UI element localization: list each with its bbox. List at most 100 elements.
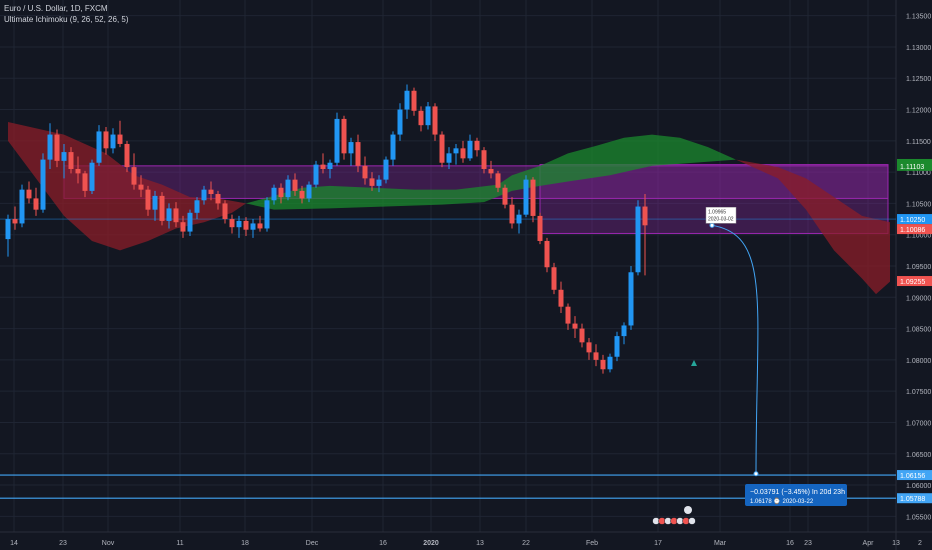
candle-body [425, 106, 431, 126]
economic-event-marker-top [684, 506, 692, 514]
y-tick-label: 1.11500 [906, 139, 931, 146]
y-tick-label: 1.13000 [906, 45, 931, 52]
candle-body [187, 212, 193, 232]
candle-body [215, 194, 221, 204]
y-tick-label: 1.06000 [906, 483, 931, 490]
ichimoku-cloud-bearish [8, 122, 246, 251]
candle-body [278, 187, 284, 198]
symbol-title: Euro / U.S. Dollar, 1D, FXCM [4, 4, 108, 13]
y-tick-label: 1.09000 [906, 295, 931, 302]
candle-body [600, 359, 606, 370]
candle-body [383, 159, 389, 180]
candle-body [565, 306, 571, 324]
price-tag-label: 1.05788 [900, 496, 925, 503]
price-tag-label: 1.06156 [900, 473, 925, 480]
candle-body [292, 179, 298, 191]
y-tick-label: 1.07000 [906, 420, 931, 427]
candle-body [320, 164, 326, 169]
forecast-label-change: −0.03791 (−3.45%) In 20d 23h [750, 489, 845, 496]
x-tick-label: 11 [176, 540, 183, 547]
candle-body [418, 110, 424, 126]
candle-body [75, 168, 81, 174]
candle-body [117, 134, 123, 144]
x-tick-label: 13 [476, 540, 484, 547]
candle-body [474, 140, 480, 151]
candle-body [432, 106, 438, 135]
candle-body [173, 208, 179, 223]
candle-body [341, 118, 347, 154]
price-tag [897, 493, 932, 504]
y-tick-label: 1.08500 [906, 327, 931, 334]
y-tick-label: 1.05500 [906, 514, 931, 521]
candle-body [19, 189, 25, 224]
x-tick-label: Feb [586, 540, 598, 547]
chart-legend: Euro / U.S. Dollar, 1D, FXCM Ultimate Ic… [4, 3, 129, 25]
candle-body [229, 219, 235, 228]
x-tick-label: 18 [241, 540, 249, 547]
candle-body [194, 200, 200, 213]
x-tick-label: 2020 [423, 540, 439, 547]
candle-body [264, 200, 270, 229]
ichimoku-cloud-bullish [246, 134, 736, 210]
candle-body [348, 142, 354, 154]
candle-body [47, 134, 53, 160]
candle-body [502, 187, 508, 205]
candle-body [243, 220, 249, 230]
y-tick-label: 1.09500 [906, 264, 931, 271]
candle-body [558, 289, 564, 307]
hover-label-text: 1.09965 [708, 209, 726, 215]
candle-body [586, 342, 592, 353]
candle-body [362, 165, 368, 179]
candle-body [355, 142, 361, 166]
candle-body [12, 219, 18, 224]
x-tick-label: Nov [102, 540, 115, 547]
candle-body [145, 189, 151, 210]
price-tag-label: 1.09255 [900, 279, 925, 286]
candle-body [285, 179, 291, 198]
candle-body [5, 219, 11, 240]
candle-body [306, 184, 312, 199]
price-tag [897, 224, 932, 235]
economic-event-marker [688, 517, 696, 525]
x-tick-label: Mar [714, 540, 727, 547]
x-tick-label: 23 [804, 540, 812, 547]
candle-body [201, 189, 207, 201]
x-tick-label: 14 [10, 540, 18, 547]
candle-body [593, 352, 599, 360]
candle-body [481, 150, 487, 169]
price-tag [897, 276, 932, 287]
candle-body [313, 164, 319, 185]
price-tag-label: 1.10250 [900, 217, 925, 224]
candle-body [488, 168, 494, 174]
candle-body [33, 198, 39, 210]
candle-body [131, 167, 137, 185]
candle-body [635, 206, 641, 273]
price-tag-label: 1.11103 [900, 164, 924, 171]
hover-label-box [705, 207, 737, 224]
candle-body [152, 195, 158, 210]
indicator-label: Ultimate Ichimoku (9, 26, 52, 26, 5) [4, 15, 129, 24]
candle-body [334, 118, 340, 163]
candle-body [26, 189, 32, 199]
candle-body [159, 195, 165, 221]
x-tick-label: 23 [59, 540, 67, 547]
candle-body [607, 356, 613, 370]
price-tag [897, 160, 932, 171]
y-tick-label: 1.10500 [906, 201, 931, 208]
candle-body [40, 159, 46, 210]
candle-body [180, 222, 186, 232]
candle-body [369, 178, 375, 186]
candle-body [222, 203, 228, 220]
candle-body [572, 323, 578, 329]
forecast-start-point [709, 222, 715, 228]
candle-body [208, 189, 214, 195]
candle-body [453, 148, 459, 154]
price-tag [897, 470, 932, 481]
forecast-label-box [745, 484, 847, 506]
candle-body [523, 179, 529, 215]
candle-body [257, 223, 263, 229]
candle-body [68, 152, 74, 169]
